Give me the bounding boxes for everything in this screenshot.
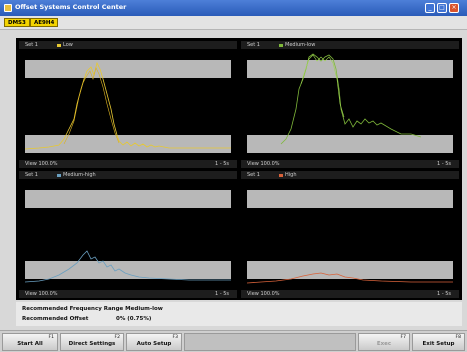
offset-value: 0% (0.75%)	[116, 316, 152, 322]
close-button[interactable]: ×	[449, 3, 459, 13]
signal-trace	[24, 250, 231, 283]
device-tag-1[interactable]: DMS3	[4, 18, 30, 27]
maximize-button[interactable]: □	[437, 3, 447, 13]
fkey-number: F1	[48, 335, 54, 340]
lower-band	[25, 135, 231, 153]
chart-panel-low: Set 1 Low View 100.0% 1 - 5s	[19, 41, 237, 168]
view-zoom: View 100.0%	[247, 161, 280, 167]
panel-header: Set 1 Medium-high	[19, 171, 237, 179]
chart-panel-medium-low: Set 1 Medium-low View 100.0% 1 - 5s	[241, 41, 459, 168]
lower-band	[247, 135, 453, 153]
panel-header: Set 1 Medium-low	[241, 41, 459, 49]
legend-swatch	[57, 44, 61, 47]
legend-swatch	[57, 174, 61, 177]
waveform-plot	[246, 190, 453, 284]
minimize-button[interactable]: _	[425, 3, 435, 13]
chart-grid: Set 1 Low View 100.0% 1 - 5s Set 1 Mediu…	[16, 38, 462, 300]
waveform-plot	[24, 190, 231, 283]
panel-header: Set 1 High	[241, 171, 459, 179]
panel-footer: View 100.0% 1 - 5s	[241, 160, 459, 168]
lower-band	[247, 261, 453, 279]
panel-label: Medium-high	[63, 172, 96, 178]
view-zoom: View 100.0%	[25, 161, 58, 167]
legend-swatch	[279, 44, 283, 47]
panel-set: Set 1	[25, 172, 38, 178]
time-range: 1 - 5s	[437, 161, 451, 167]
time-range: 1 - 5s	[215, 291, 229, 297]
toolbar: DMS3 AE9H4	[0, 16, 467, 30]
upper-band	[247, 190, 453, 208]
panel-footer: View 100.0% 1 - 5s	[19, 160, 237, 168]
exit-setup-button[interactable]: F8 Exit Setup	[412, 333, 465, 351]
auto-setup-button[interactable]: F3 Auto Setup	[126, 333, 182, 351]
time-range: 1 - 5s	[437, 291, 451, 297]
fkey-label: Auto Setup	[136, 341, 172, 347]
panel-header: Set 1 Low	[19, 41, 237, 49]
direct-settings-button[interactable]: F2 Direct Settings	[60, 333, 124, 351]
upper-band	[247, 60, 453, 78]
fkey-label: Direct Settings	[68, 341, 116, 347]
exec-button[interactable]: F7 Exec	[358, 333, 410, 351]
upper-band	[25, 190, 231, 208]
chart-panel-high: Set 1 High View 100.0% 1 - 5s	[241, 171, 459, 298]
legend-swatch	[279, 174, 283, 177]
signal-trace-2	[300, 54, 345, 118]
fkey-label: Exit Setup	[422, 341, 455, 347]
recommendation-panel: Recommended Frequency Range Medium-low R…	[16, 302, 462, 326]
fkey-number: F3	[172, 335, 178, 340]
app-icon	[4, 4, 12, 12]
panel-footer: View 100.0% 1 - 5s	[241, 290, 459, 298]
offset-label: Recommended Offset	[22, 316, 89, 322]
panel-label: Low	[63, 42, 73, 48]
fkey-label: Start All	[17, 341, 43, 347]
start-all-button[interactable]: F1 Start All	[2, 333, 58, 351]
panel-footer: View 100.0% 1 - 5s	[19, 290, 237, 298]
signal-trace-2	[63, 67, 120, 145]
device-tag-2[interactable]: AE9H4	[30, 18, 59, 27]
panel-label: Medium-low	[285, 42, 316, 48]
time-range: 1 - 5s	[215, 161, 229, 167]
function-key-bar: F1 Start All F2 Direct Settings F3 Auto …	[0, 330, 467, 352]
upper-band	[25, 60, 231, 78]
view-zoom: View 100.0%	[247, 291, 280, 297]
fkey-number: F7	[400, 335, 406, 340]
waveform-plot	[24, 60, 231, 153]
chart-panel-medium-high: Set 1 Medium-high View 100.0% 1 - 5s	[19, 171, 237, 298]
fkey-number: F8	[455, 335, 461, 340]
lower-band	[25, 261, 231, 279]
panel-label: High	[285, 172, 297, 178]
fkey-label: Exec	[376, 341, 392, 347]
window-title: Offset Systems Control Center	[15, 3, 127, 11]
title-bar: Offset Systems Control Center _ □ ×	[0, 0, 467, 16]
fkey-number: F2	[114, 335, 120, 340]
view-zoom: View 100.0%	[25, 291, 58, 297]
panel-set: Set 1	[247, 42, 260, 48]
panel-set: Set 1	[25, 42, 38, 48]
signal-trace	[246, 272, 453, 284]
waveform-plot	[247, 53, 453, 153]
recommended-range: Recommended Frequency Range Medium-low	[22, 306, 163, 312]
signal-trace	[24, 61, 231, 150]
panel-set: Set 1	[247, 172, 260, 178]
signal-trace	[280, 53, 422, 145]
unused-function-key	[184, 333, 356, 351]
